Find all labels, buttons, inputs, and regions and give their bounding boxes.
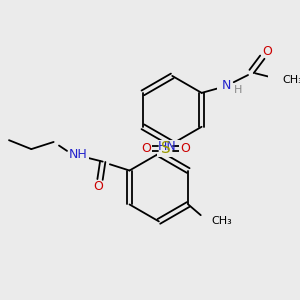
Text: HN: HN (158, 140, 176, 153)
FancyBboxPatch shape (179, 143, 191, 154)
FancyBboxPatch shape (261, 46, 274, 57)
Text: CH₃: CH₃ (282, 75, 300, 85)
FancyBboxPatch shape (92, 181, 104, 192)
Text: H: H (234, 85, 242, 95)
FancyBboxPatch shape (158, 140, 180, 152)
Text: NH: NH (68, 148, 87, 161)
Text: S: S (161, 141, 170, 156)
Text: O: O (263, 45, 273, 58)
Text: O: O (141, 142, 151, 155)
Text: CH₃: CH₃ (212, 215, 232, 226)
FancyBboxPatch shape (66, 148, 89, 161)
Text: O: O (180, 142, 190, 155)
FancyBboxPatch shape (157, 141, 175, 157)
Text: O: O (93, 180, 103, 193)
Text: N: N (222, 79, 231, 92)
FancyBboxPatch shape (140, 143, 152, 154)
FancyBboxPatch shape (217, 80, 236, 92)
